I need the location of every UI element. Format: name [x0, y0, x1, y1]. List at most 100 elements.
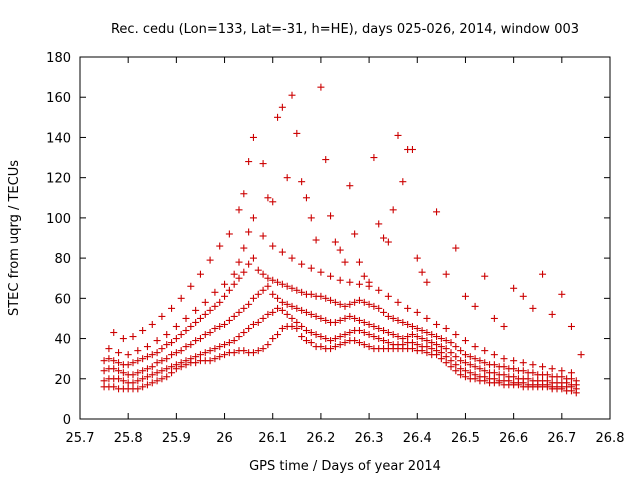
data-point	[163, 373, 171, 381]
data-point	[206, 329, 214, 337]
data-point	[278, 306, 286, 314]
data-point	[384, 238, 392, 246]
data-point	[500, 371, 508, 379]
data-point	[548, 310, 556, 318]
data-point	[346, 312, 354, 320]
data-point	[187, 282, 195, 290]
data-point	[110, 329, 118, 337]
data-point	[529, 361, 537, 369]
data-point	[471, 371, 479, 379]
data-point	[110, 383, 118, 391]
y-tick-label: 20	[54, 373, 71, 388]
x-tick-labels: 25.7 25.8 25.9 26 26.1 26.2 26.3 26.4 26.5 26.6 26…	[66, 431, 625, 446]
data-point	[225, 286, 233, 294]
data-point	[148, 320, 156, 328]
data-point	[447, 357, 455, 365]
data-point	[269, 198, 277, 206]
y-tick-label: 140	[46, 131, 71, 146]
y-tick-label: 160	[46, 91, 71, 106]
data-point	[336, 246, 344, 254]
data-point	[365, 278, 373, 286]
data-point	[452, 244, 460, 252]
data-point	[404, 320, 412, 328]
data-point	[442, 270, 450, 278]
data-point	[221, 341, 229, 349]
data-point	[404, 304, 412, 312]
data-point	[235, 308, 243, 316]
data-point	[442, 353, 450, 361]
data-point	[346, 300, 354, 308]
data-point	[201, 349, 209, 357]
data-point	[264, 194, 272, 202]
data-point	[524, 375, 532, 383]
data-point	[221, 280, 229, 288]
data-point	[216, 242, 224, 250]
data-point	[399, 178, 407, 186]
data-point	[355, 339, 363, 347]
data-point	[442, 345, 450, 353]
data-point	[283, 282, 291, 290]
data-point	[143, 343, 151, 351]
data-point	[206, 357, 214, 365]
data-point	[119, 377, 127, 385]
data-point	[158, 375, 166, 383]
data-point	[413, 333, 421, 341]
data-point	[153, 359, 161, 367]
data-point	[134, 385, 142, 393]
x-tick-label: 26.6	[499, 431, 528, 446]
data-point	[119, 369, 127, 377]
data-point	[423, 343, 431, 351]
data-point	[216, 343, 224, 351]
data-point	[182, 343, 190, 351]
data-point	[461, 373, 469, 381]
x-tick-label: 26.4	[403, 431, 432, 446]
data-point	[105, 345, 113, 353]
data-point	[139, 327, 147, 335]
data-point	[288, 254, 296, 262]
data-point	[370, 302, 378, 310]
data-point	[124, 351, 132, 359]
data-point	[384, 292, 392, 300]
y-tick-label: 80	[54, 252, 71, 267]
data-point	[351, 230, 359, 238]
data-point	[428, 339, 436, 347]
data-point	[336, 300, 344, 308]
data-point	[288, 314, 296, 322]
data-point	[307, 264, 315, 272]
data-point	[283, 310, 291, 318]
data-point	[182, 314, 190, 322]
data-point	[577, 351, 585, 359]
data-point	[423, 314, 431, 322]
data-point	[327, 345, 335, 353]
data-point	[153, 369, 161, 377]
data-point	[336, 316, 344, 324]
data-point	[269, 290, 277, 298]
data-point	[283, 300, 291, 308]
data-point	[375, 220, 383, 228]
plot-frame	[79, 56, 611, 420]
data-point	[172, 322, 180, 330]
data-point	[230, 337, 238, 345]
data-point	[567, 322, 575, 330]
data-point	[206, 306, 214, 314]
data-point	[322, 316, 330, 324]
data-point	[259, 314, 267, 322]
data-point	[182, 327, 190, 335]
data-point	[115, 349, 123, 357]
data-point	[375, 335, 383, 343]
y-tick-label: 100	[46, 212, 71, 227]
data-point	[433, 347, 441, 355]
data-point	[245, 260, 253, 268]
data-point	[187, 322, 195, 330]
data-point	[298, 306, 306, 314]
data-point	[288, 302, 296, 310]
data-point	[567, 375, 575, 383]
data-point	[278, 248, 286, 256]
x-tick-label: 26.1	[258, 431, 287, 446]
data-point	[163, 355, 171, 363]
x-tick-label: 26.7	[547, 431, 576, 446]
data-point	[519, 292, 527, 300]
data-point	[148, 351, 156, 359]
data-point	[394, 298, 402, 306]
data-point	[510, 284, 518, 292]
